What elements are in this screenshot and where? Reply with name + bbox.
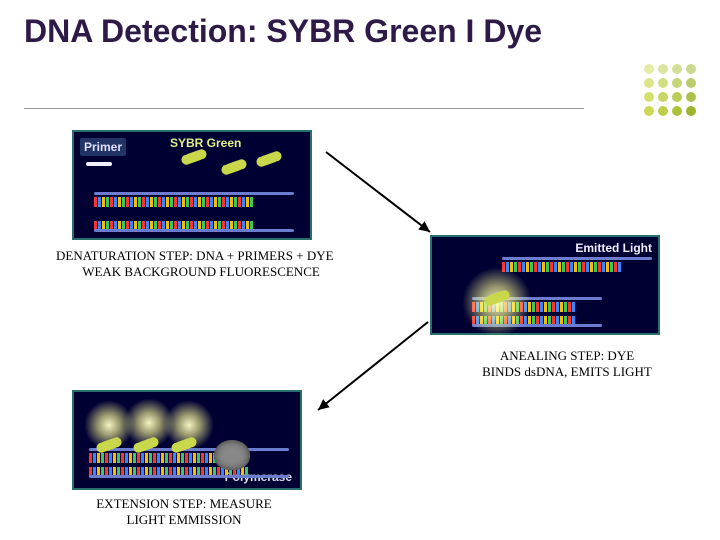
sybr-green-label: SYBR Green xyxy=(170,136,241,150)
primer-label: Primer xyxy=(80,138,126,156)
panel-extension: Polymerase xyxy=(72,390,302,490)
caption-line: DENATURATION STEP: DNA + PRIMERS + DYE xyxy=(56,248,346,264)
caption-line: WEAK BACKGROUND FLUORESCENCE xyxy=(56,264,346,280)
panel-denaturation: Primer SYBR Green xyxy=(72,130,312,240)
caption-line: ANEALING STEP: DYE xyxy=(462,348,672,364)
caption-denaturation: DENATURATION STEP: DNA + PRIMERS + DYE W… xyxy=(56,248,346,281)
page-title: DNA Detection: SYBR Green I Dye xyxy=(24,12,584,50)
caption-line: LIGHT EMMISSION xyxy=(84,512,284,528)
emitted-light-label: Emitted Light xyxy=(575,241,652,255)
caption-extension: EXTENSION STEP: MEASURE LIGHT EMMISSION xyxy=(84,496,284,529)
panel-annealing: Emitted Light xyxy=(430,235,660,335)
caption-line: EXTENSION STEP: MEASURE xyxy=(84,496,284,512)
title-underline xyxy=(24,108,584,109)
accent-dot-grid xyxy=(644,64,700,120)
caption-line: BINDS dsDNA, EMITS LIGHT xyxy=(462,364,672,380)
caption-annealing: ANEALING STEP: DYE BINDS dsDNA, EMITS LI… xyxy=(462,348,672,381)
